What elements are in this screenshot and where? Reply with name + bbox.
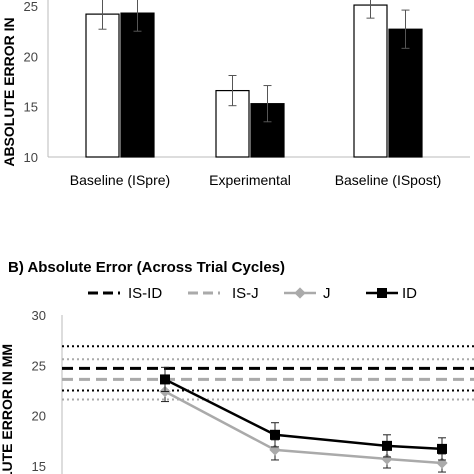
y-tick-label: 25: [32, 358, 46, 373]
legend-label: IS-ID: [128, 285, 162, 302]
data-point: [381, 453, 393, 465]
y-axis-label: LUTE ERROR IN MM: [0, 344, 15, 474]
legend-label: J: [323, 285, 331, 302]
bar-chart-a: 10 15 20 25 ABSOLUTE ERROR IN Baseline (ISpre…: [1, 0, 470, 188]
x-category-label: Baseline (ISpre): [70, 172, 170, 188]
bar: [353, 4, 388, 158]
y-tick-label: 15: [24, 100, 38, 115]
y-tick-label: 20: [24, 49, 38, 64]
data-point: [270, 429, 280, 440]
series-line: [164, 378, 443, 451]
legend-marker: [294, 287, 306, 299]
series-line: [164, 390, 443, 465]
y-tick-label: 30: [32, 308, 46, 323]
x-category-label: Experimental: [209, 172, 291, 188]
data-point: [160, 374, 170, 385]
y-tick-label: 20: [32, 409, 46, 424]
data-point: [437, 443, 447, 454]
y-tick-label: 15: [32, 459, 46, 474]
chart-title: B) Absolute Error (Across Trial Cycles): [8, 259, 285, 276]
y-axis-label: ABSOLUTE ERROR IN: [1, 17, 17, 166]
bar: [120, 12, 155, 158]
line-chart-b: B) Absolute Error (Across Trial Cycles) 1…: [0, 259, 474, 474]
data-point: [382, 440, 392, 451]
legend-label: ID: [402, 285, 417, 302]
legend-marker: [377, 288, 387, 298]
bar: [85, 13, 120, 158]
legend-label: IS-J: [232, 285, 259, 302]
y-tick-label: 10: [24, 150, 38, 165]
y-tick-label: 25: [24, 0, 38, 14]
x-category-label: Baseline (ISpost): [335, 172, 442, 188]
